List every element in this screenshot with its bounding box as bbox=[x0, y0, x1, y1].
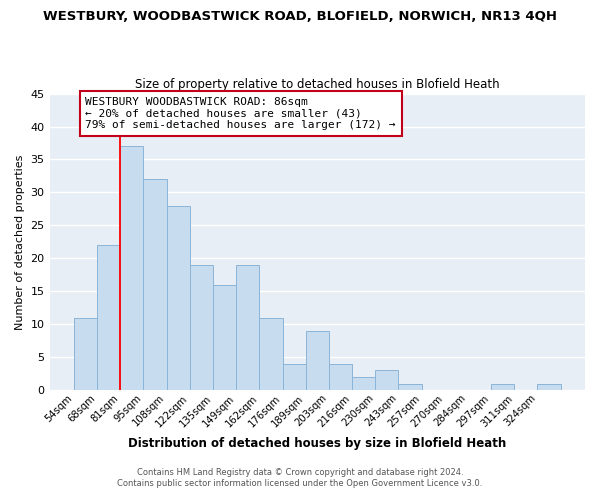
Bar bbox=[213, 285, 236, 391]
Bar bbox=[236, 265, 259, 390]
Bar bbox=[305, 331, 329, 390]
Bar bbox=[375, 370, 398, 390]
Bar bbox=[190, 265, 213, 390]
Bar bbox=[143, 180, 167, 390]
Text: Contains HM Land Registry data © Crown copyright and database right 2024.
Contai: Contains HM Land Registry data © Crown c… bbox=[118, 468, 482, 487]
Bar bbox=[352, 377, 375, 390]
X-axis label: Distribution of detached houses by size in Blofield Heath: Distribution of detached houses by size … bbox=[128, 437, 506, 450]
Bar bbox=[491, 384, 514, 390]
Title: Size of property relative to detached houses in Blofield Heath: Size of property relative to detached ho… bbox=[135, 78, 500, 91]
Y-axis label: Number of detached properties: Number of detached properties bbox=[15, 154, 25, 330]
Bar bbox=[167, 206, 190, 390]
Bar bbox=[97, 245, 120, 390]
Bar bbox=[74, 318, 97, 390]
Bar bbox=[398, 384, 422, 390]
Text: WESTBURY WOODBASTWICK ROAD: 86sqm
← 20% of detached houses are smaller (43)
79% : WESTBURY WOODBASTWICK ROAD: 86sqm ← 20% … bbox=[85, 97, 396, 130]
Bar bbox=[329, 364, 352, 390]
Text: WESTBURY, WOODBASTWICK ROAD, BLOFIELD, NORWICH, NR13 4QH: WESTBURY, WOODBASTWICK ROAD, BLOFIELD, N… bbox=[43, 10, 557, 23]
Bar bbox=[259, 318, 283, 390]
Bar bbox=[538, 384, 560, 390]
Bar bbox=[283, 364, 305, 390]
Bar bbox=[120, 146, 143, 390]
